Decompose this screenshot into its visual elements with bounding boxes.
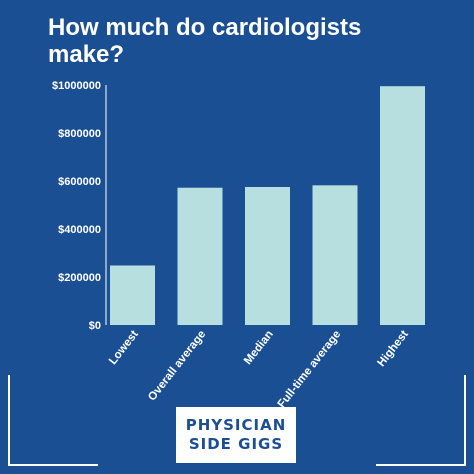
corner-accent-right-horizontal [376, 464, 466, 466]
corner-accent-left-horizontal [8, 464, 98, 466]
bars [110, 86, 425, 325]
bar [312, 185, 358, 325]
brand-line-2: SIDE GIGS [188, 435, 284, 453]
bar [177, 187, 223, 325]
corner-accent-left-vertical [8, 375, 10, 466]
x-tick-label: Full-time average [276, 328, 344, 410]
y-tick-label: $1000000 [52, 80, 101, 92]
corner-accent-right-vertical [464, 375, 466, 466]
y-tick-label: $600000 [58, 176, 101, 188]
x-axis: Lowest Overall average Median Full-time ave… [107, 328, 411, 410]
brand-line-1: PHYSICIAN [185, 416, 287, 434]
x-tick-label: Lowest [107, 328, 141, 367]
y-axis: $0 $200000 $400000 $600000 $800000 $1000000 [52, 80, 101, 332]
brand-logo: PHYSICIAN SIDE GIGS [176, 407, 296, 463]
y-tick-label: $0 [89, 320, 101, 332]
y-tick-label: $800000 [58, 128, 101, 140]
y-tick-label: $200000 [58, 272, 101, 284]
chart-title: How much do cardiologists make? [48, 14, 448, 68]
bar [245, 187, 290, 325]
x-tick-label: Highest [375, 328, 411, 369]
y-tick-label: $400000 [58, 224, 101, 236]
bar [380, 86, 425, 325]
title-line-1: How much do cardiologists [48, 14, 362, 41]
bar [110, 265, 155, 325]
x-tick-label: Overall average [146, 328, 208, 403]
title-line-2: make? [48, 41, 125, 68]
x-tick-label: Median [242, 328, 276, 367]
